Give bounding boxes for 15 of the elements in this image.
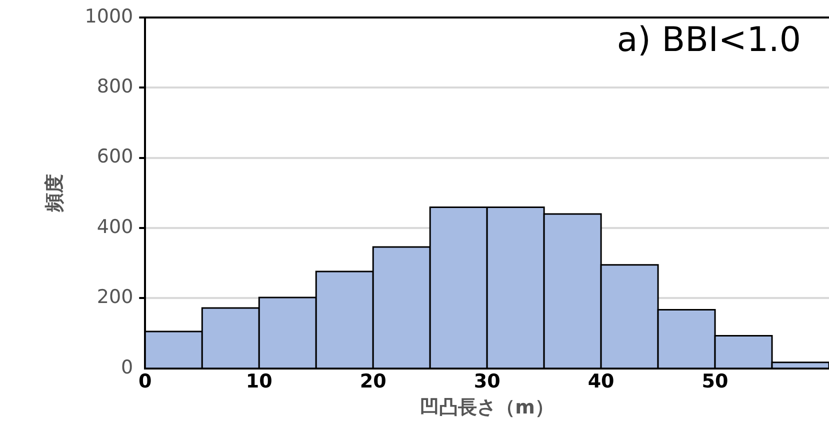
x-axis-title: 凹凸長さ（m） — [420, 396, 554, 419]
x-tick-label: 30 — [474, 370, 500, 393]
annotation: a) BBI<1.0 — [616, 20, 801, 60]
x-tick-label: 50 — [702, 370, 728, 393]
y-axis-title: 頻度 — [43, 174, 66, 213]
x-tick-label: 40 — [588, 370, 614, 393]
y-tick-label: 400 — [96, 216, 134, 238]
x-tick-label: 10 — [246, 370, 272, 393]
y-tick-label: 1000 — [84, 5, 134, 28]
y-tick-label: 200 — [96, 286, 134, 308]
y-tick-label: 0 — [121, 356, 134, 378]
x-tick-label: 20 — [360, 370, 386, 393]
y-tick-label: 800 — [96, 76, 134, 98]
y-tick-label: 600 — [96, 146, 134, 168]
x-tick-label: 0 — [138, 370, 152, 393]
